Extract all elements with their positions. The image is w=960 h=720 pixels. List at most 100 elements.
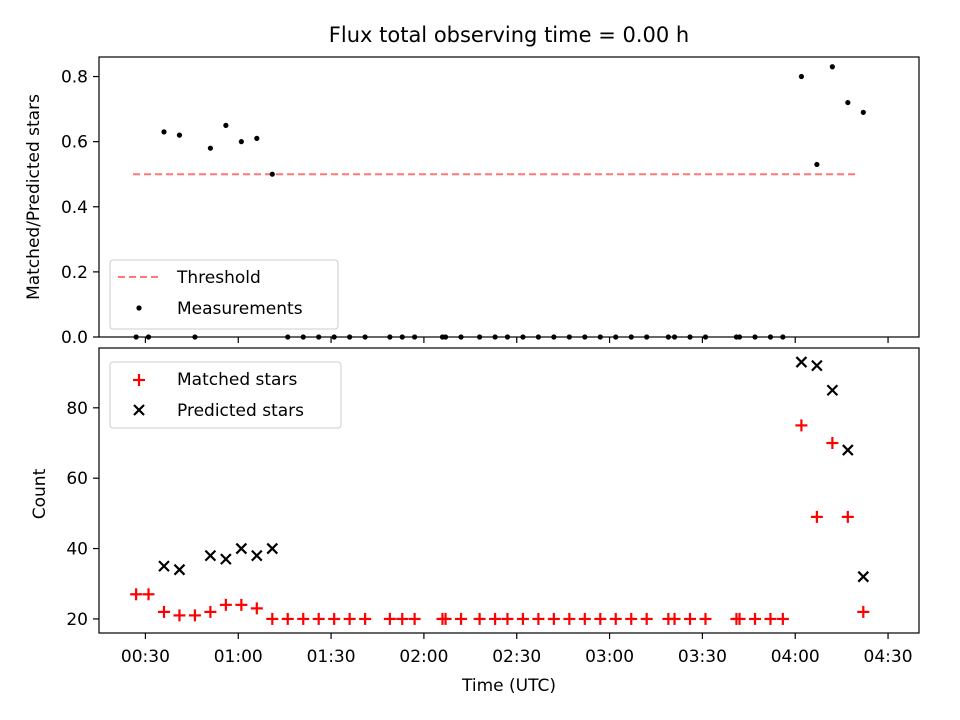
predicted-star-stroke — [235, 542, 248, 555]
predicted-star-point — [795, 356, 808, 368]
y-tick-label: 20 — [66, 610, 88, 630]
matched-star-point — [204, 605, 217, 618]
measurement-point — [176, 132, 183, 138]
matched-star-point — [439, 612, 452, 625]
predicted-star-stroke — [220, 553, 232, 565]
matched-star-point — [609, 612, 622, 625]
matched-star-point — [516, 612, 529, 625]
matched-star-point — [594, 612, 607, 625]
matched-star-point — [625, 612, 638, 625]
legend-matched-swatch — [133, 374, 145, 386]
y-tick-label: 40 — [66, 540, 88, 560]
x-tick-label: 04:30 — [864, 647, 913, 667]
predicted-star-point — [857, 570, 870, 583]
matched-star-point — [408, 612, 421, 625]
matched-star-point — [455, 612, 468, 625]
y-tick-label: 0.0 — [61, 328, 88, 348]
matched-star-point — [328, 612, 341, 625]
matched-star-point — [219, 598, 232, 611]
matched-star-point — [173, 609, 186, 622]
bottom-y-axis-label: Count — [30, 468, 50, 519]
bottom-legend: Matched stars Predicted stars — [109, 361, 342, 429]
predicted-star-point — [158, 560, 170, 572]
measurement-point — [829, 64, 835, 70]
matched-star-point — [501, 612, 514, 625]
matched-star-point — [578, 612, 591, 625]
x-tick-label: 01:30 — [307, 647, 356, 667]
x-tick-label: 03:00 — [585, 647, 634, 667]
measurement-point — [860, 109, 866, 115]
matched-star-point — [312, 612, 325, 625]
matched-star-point — [532, 612, 545, 625]
predicted-star-point — [251, 549, 263, 562]
predicted-star-stroke — [795, 356, 808, 368]
matched-star-point — [130, 588, 143, 601]
matched-star-point — [473, 612, 486, 625]
legend-measurements-swatch — [136, 305, 142, 311]
x-tick-label: 02:30 — [492, 647, 541, 667]
matched-star-point — [188, 609, 201, 622]
bottom-plot-area — [130, 356, 870, 625]
predicted-star-point — [811, 359, 823, 372]
predicted-star-point — [173, 563, 186, 576]
matched-star-point — [235, 598, 248, 611]
predicted-star-stroke — [266, 542, 279, 555]
matched-star-point — [157, 605, 170, 618]
x-tick-label: 00:30 — [121, 647, 170, 667]
bottom-legend-box — [109, 361, 342, 429]
matched-star-point — [795, 419, 808, 432]
predicted-star-stroke — [173, 563, 186, 576]
measurement-point — [798, 73, 805, 80]
measurement-point — [814, 161, 820, 168]
measurement-point — [207, 145, 213, 151]
y-tick-label: 0.2 — [61, 263, 88, 283]
matched-star-point — [547, 612, 560, 625]
matched-star-point — [489, 612, 502, 625]
x-tick-label: 03:30 — [678, 647, 727, 667]
y-tick-label: 0.4 — [61, 198, 88, 218]
chart-title: Flux total observing time = 0.00 h — [329, 23, 689, 47]
x-axis-label: Time (UTC) — [461, 676, 556, 696]
matched-star-point — [733, 612, 746, 625]
predicted-star-point — [266, 542, 279, 555]
matched-star-point — [640, 612, 653, 625]
bottom-axes-frame — [98, 347, 920, 634]
matched-star-point — [396, 612, 409, 625]
measurement-point — [269, 171, 275, 177]
matched-star-point — [668, 612, 681, 625]
predicted-star-point — [204, 549, 217, 562]
predicted-star-stroke — [826, 384, 839, 397]
matched-star-point — [343, 612, 356, 625]
predicted-star-stroke — [857, 570, 870, 583]
x-tick-label: 01:00 — [214, 647, 263, 667]
y-tick-label: 80 — [66, 399, 88, 419]
predicted-star-point — [826, 384, 839, 397]
top-plot-area — [133, 64, 866, 340]
top-y-axis-label: Matched/Predicted stars — [24, 94, 44, 300]
matched-star-point — [383, 612, 396, 625]
predicted-star-point — [235, 542, 248, 555]
predicted-star-stroke — [251, 549, 263, 562]
matched-star-point — [250, 602, 263, 615]
matched-star-point — [281, 612, 294, 625]
predicted-star-stroke — [842, 444, 854, 456]
legend-predicted-label: Predicted stars — [177, 401, 304, 421]
matched-star-point — [684, 612, 697, 625]
legend-measurements-label: Measurements — [177, 299, 303, 319]
y-tick-label: 60 — [66, 469, 88, 489]
top-panel: 0.00.20.40.60.8 Matched/Predicted stars … — [24, 56, 920, 348]
matched-star-point — [563, 612, 576, 625]
predicted-star-stroke — [158, 560, 170, 572]
matched-star-point — [841, 510, 854, 523]
matched-star-point — [142, 588, 155, 601]
top-y-ticks: 0.0 0.2 0.4 0.6 0.8 — [61, 68, 99, 348]
measurement-point — [161, 129, 167, 135]
predicted-star-stroke — [811, 359, 823, 372]
matched-star-point — [776, 612, 789, 625]
matched-star-point — [764, 612, 777, 625]
matched-star-point — [810, 510, 823, 523]
measurement-point — [254, 135, 260, 141]
top-axes-frame — [98, 56, 920, 338]
